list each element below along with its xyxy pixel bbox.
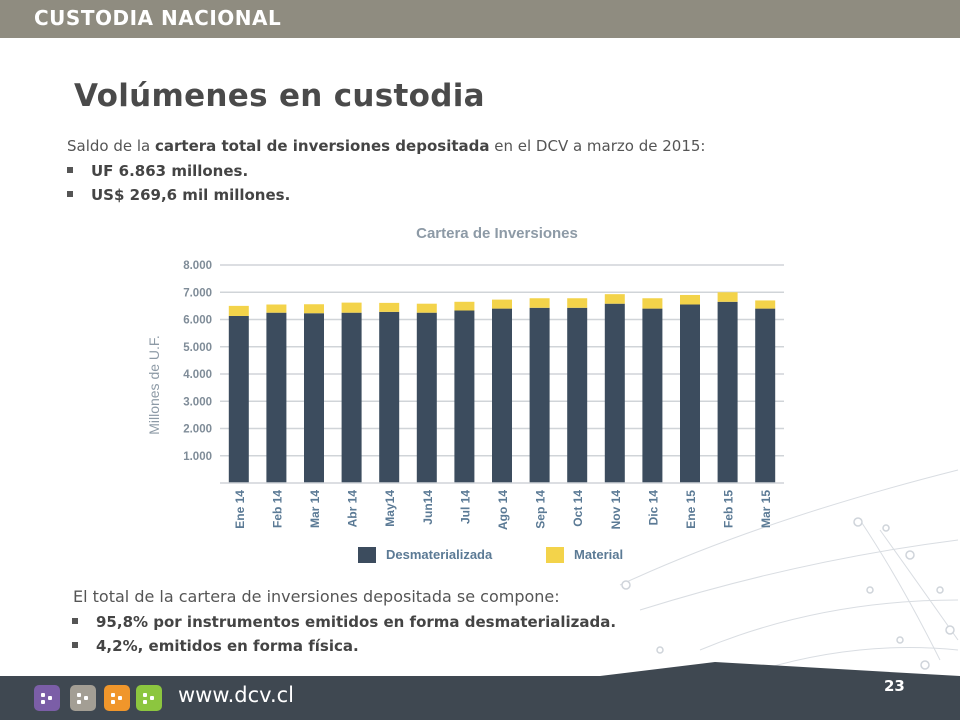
x-tick-label: Mar 15 [759,490,773,528]
x-tick-label: Feb 15 [722,490,736,528]
footer-logo-icon-1 [34,685,60,711]
y-tick-label: 7.000 [183,287,212,299]
intro-post: en el DCV a marzo de 2015: [489,137,706,155]
legend: Desmaterializada Material [358,547,623,563]
header-bar: CUSTODIA NACIONAL [0,0,960,38]
bar-desmaterializada [266,312,287,483]
bullet-text: 4,2%, emitidos en forma física. [96,637,359,655]
y-tick-label: 6.000 [183,315,212,327]
y-tick-label: 8.000 [183,260,212,272]
x-tick-label: Ene 14 [233,490,247,529]
bullet-item: 4,2%, emitidos en forma física. [72,634,616,658]
x-tick-label: Jul 14 [458,490,472,524]
bar-desmaterializada [642,308,663,483]
bar-material [492,299,512,309]
legend-label: Material [574,547,623,562]
bullet-square-icon [72,641,78,648]
bar-material [416,303,437,313]
y-tick-label: 2.000 [183,424,212,436]
bar-desmaterializada [492,308,512,483]
x-tick-label: Ago 14 [496,490,510,530]
x-tick-label: Nov 14 [609,490,623,530]
bullet-item: UF 6.863 millones. [67,159,290,183]
footer-logo-icon-4 [136,685,162,711]
y-tick-label: 4.000 [183,369,212,381]
y-axis-label: Millones de U.F. [146,335,162,435]
x-tick-label: Feb 14 [270,490,284,528]
bullet-item: 95,8% por instrumentos emitidos en forma… [72,610,616,634]
bars [220,292,784,484]
intro-bold: cartera total de inversiones depositada [155,137,490,155]
bar-desmaterializada [416,312,437,483]
outro-text: El total de la cartera de inversiones de… [73,587,560,606]
legend-label: Desmaterializada [386,547,493,562]
bar-material [529,298,550,308]
bullet-text: UF 6.863 millones. [91,162,249,180]
footer-logo-icon-3 [104,685,130,711]
top-bullet-list: UF 6.863 millones. US$ 269,6 mil millone… [67,159,290,207]
bar-desmaterializada [717,301,738,483]
bar-desmaterializada [529,307,550,483]
intro-text: Saldo de la cartera total de inversiones… [67,137,705,155]
x-tick-label: Sep 14 [534,490,548,529]
bar-material [304,304,324,314]
x-tick-label: Mar 14 [308,490,322,528]
x-tick-label: Ene 15 [684,490,698,529]
bar-material [755,300,776,309]
bar-desmaterializada [379,311,400,483]
bar-desmaterializada [341,312,362,483]
legend-swatch [358,547,376,563]
y-tick-label: 1.000 [183,451,212,463]
x-tick-label: Jun14 [421,490,435,525]
bullet-square-icon [67,190,73,197]
bar-desmaterializada [604,303,625,483]
section-title: CUSTODIA NACIONAL [34,6,282,30]
bar-material [567,298,588,308]
y-tick-label: 5.000 [183,342,212,354]
bullet-square-icon [67,166,73,173]
bar-desmaterializada [454,310,475,483]
bullet-item: US$ 269,6 mil millones. [67,183,290,207]
footer-logo-icon-2 [70,685,96,711]
x-tick-label: Dic 14 [646,490,660,526]
bar-material [680,294,700,305]
y-tick-label: 3.000 [183,396,212,408]
bar-desmaterializada [567,307,588,483]
bar-desmaterializada [228,315,249,483]
bar-desmaterializada [304,313,324,483]
intro-pre: Saldo de la [67,137,155,155]
bar-material [454,301,475,311]
bar-material [228,305,249,316]
x-tick-label: Abr 14 [346,490,360,528]
footer-url[interactable]: www.dcv.cl [178,683,295,707]
bar-material [379,302,400,312]
bar-material [341,302,362,313]
legend-swatch [546,547,564,563]
bottom-bullet-list: 95,8% por instrumentos emitidos en forma… [72,610,616,658]
bar-material [604,294,625,304]
bar-desmaterializada [755,308,776,483]
slide-title: Volúmenes en custodia [74,78,485,114]
x-tick-label: May14 [383,490,397,527]
page-number: 23 [884,677,905,695]
bullet-text: US$ 269,6 mil millones. [91,186,291,204]
bullet-square-icon [72,617,78,624]
bar-desmaterializada [680,304,700,483]
bar-material [266,304,287,313]
x-tick-labels: Ene 14 Feb 14 Mar 14 Abr 14 May14 Jun14 Jul 14… [233,490,773,530]
bar-material [642,298,663,309]
bar-material [717,292,738,302]
x-tick-label: Oct 14 [571,490,585,527]
bullet-text: 95,8% por instrumentos emitidos en forma… [96,613,617,631]
chart-title: Cartera de Inversiones [416,225,578,242]
y-tick-labels: 1.000 2.000 3.000 4.000 5.000 6.000 7.000 8.000 [183,260,212,463]
